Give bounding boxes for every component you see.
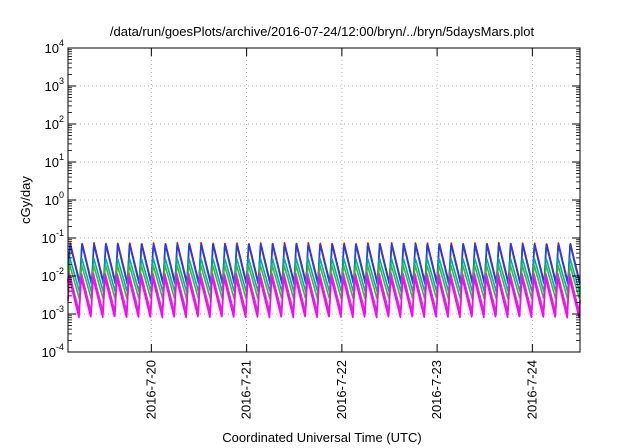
series-line-6	[67, 276, 581, 319]
y-tick-exponent: 4	[59, 38, 64, 48]
x-tick-label: 2016-7-21	[239, 360, 254, 419]
y-tick-mantissa: 10	[42, 269, 56, 284]
y-tick-exponent: 2	[59, 114, 64, 124]
y-tick-mantissa: 10	[42, 231, 56, 246]
y-tick-exponent: 0	[59, 190, 64, 200]
y-tick-mantissa: 10	[42, 345, 56, 360]
y-tick-mantissa: 10	[45, 41, 59, 56]
series-line-3	[67, 257, 581, 293]
x-tick-labels: 2016-7-20 2016-7-21 2016-7-22 2016-7-23 2016…	[143, 360, 539, 419]
x-tick-label: 2016-7-23	[429, 360, 444, 419]
y-tick-label: 102	[45, 114, 64, 132]
y-tick-mantissa: 10	[45, 79, 59, 94]
grid	[68, 48, 580, 352]
y-tick-exponent: 1	[59, 152, 64, 162]
y-tick-mantissa: 10	[45, 155, 59, 170]
y-tick-label: 10-1	[42, 228, 64, 246]
y-tick-label: 10-4	[42, 342, 64, 360]
y-tick-label: 100	[45, 190, 64, 208]
y-tick-label: 103	[45, 76, 64, 94]
y-tick-exponent: -1	[56, 228, 64, 238]
x-tick-label: 2016-7-24	[524, 360, 539, 419]
y-tick-label: 104	[45, 38, 64, 56]
y-tick-label: 101	[45, 152, 64, 170]
y-tick-label: 10-3	[42, 304, 64, 322]
series-line-4	[67, 263, 581, 300]
tick-marks	[68, 47, 580, 353]
y-tick-exponent: 3	[59, 76, 64, 86]
y-tick-mantissa: 10	[42, 307, 56, 322]
y-tick-label: 10-2	[42, 266, 64, 284]
y-tick-exponent: -4	[56, 342, 64, 352]
y-tick-exponent: -2	[56, 266, 64, 276]
series-group	[67, 241, 581, 319]
chart-title: /data/run/goesPlots/archive/2016-07-24/1…	[110, 24, 535, 39]
x-tick-label: 2016-7-20	[143, 360, 158, 419]
y-tick-exponent: -3	[56, 304, 64, 314]
y-tick-mantissa: 10	[45, 193, 59, 208]
y-axis-label: cGy/day	[18, 176, 33, 224]
series-line-5	[67, 272, 581, 314]
series-line-2	[67, 243, 581, 286]
x-tick-label: 2016-7-22	[334, 360, 349, 419]
x-axis-label: Coordinated Universal Time (UTC)	[222, 430, 421, 445]
y-tick-mantissa: 10	[45, 117, 59, 132]
